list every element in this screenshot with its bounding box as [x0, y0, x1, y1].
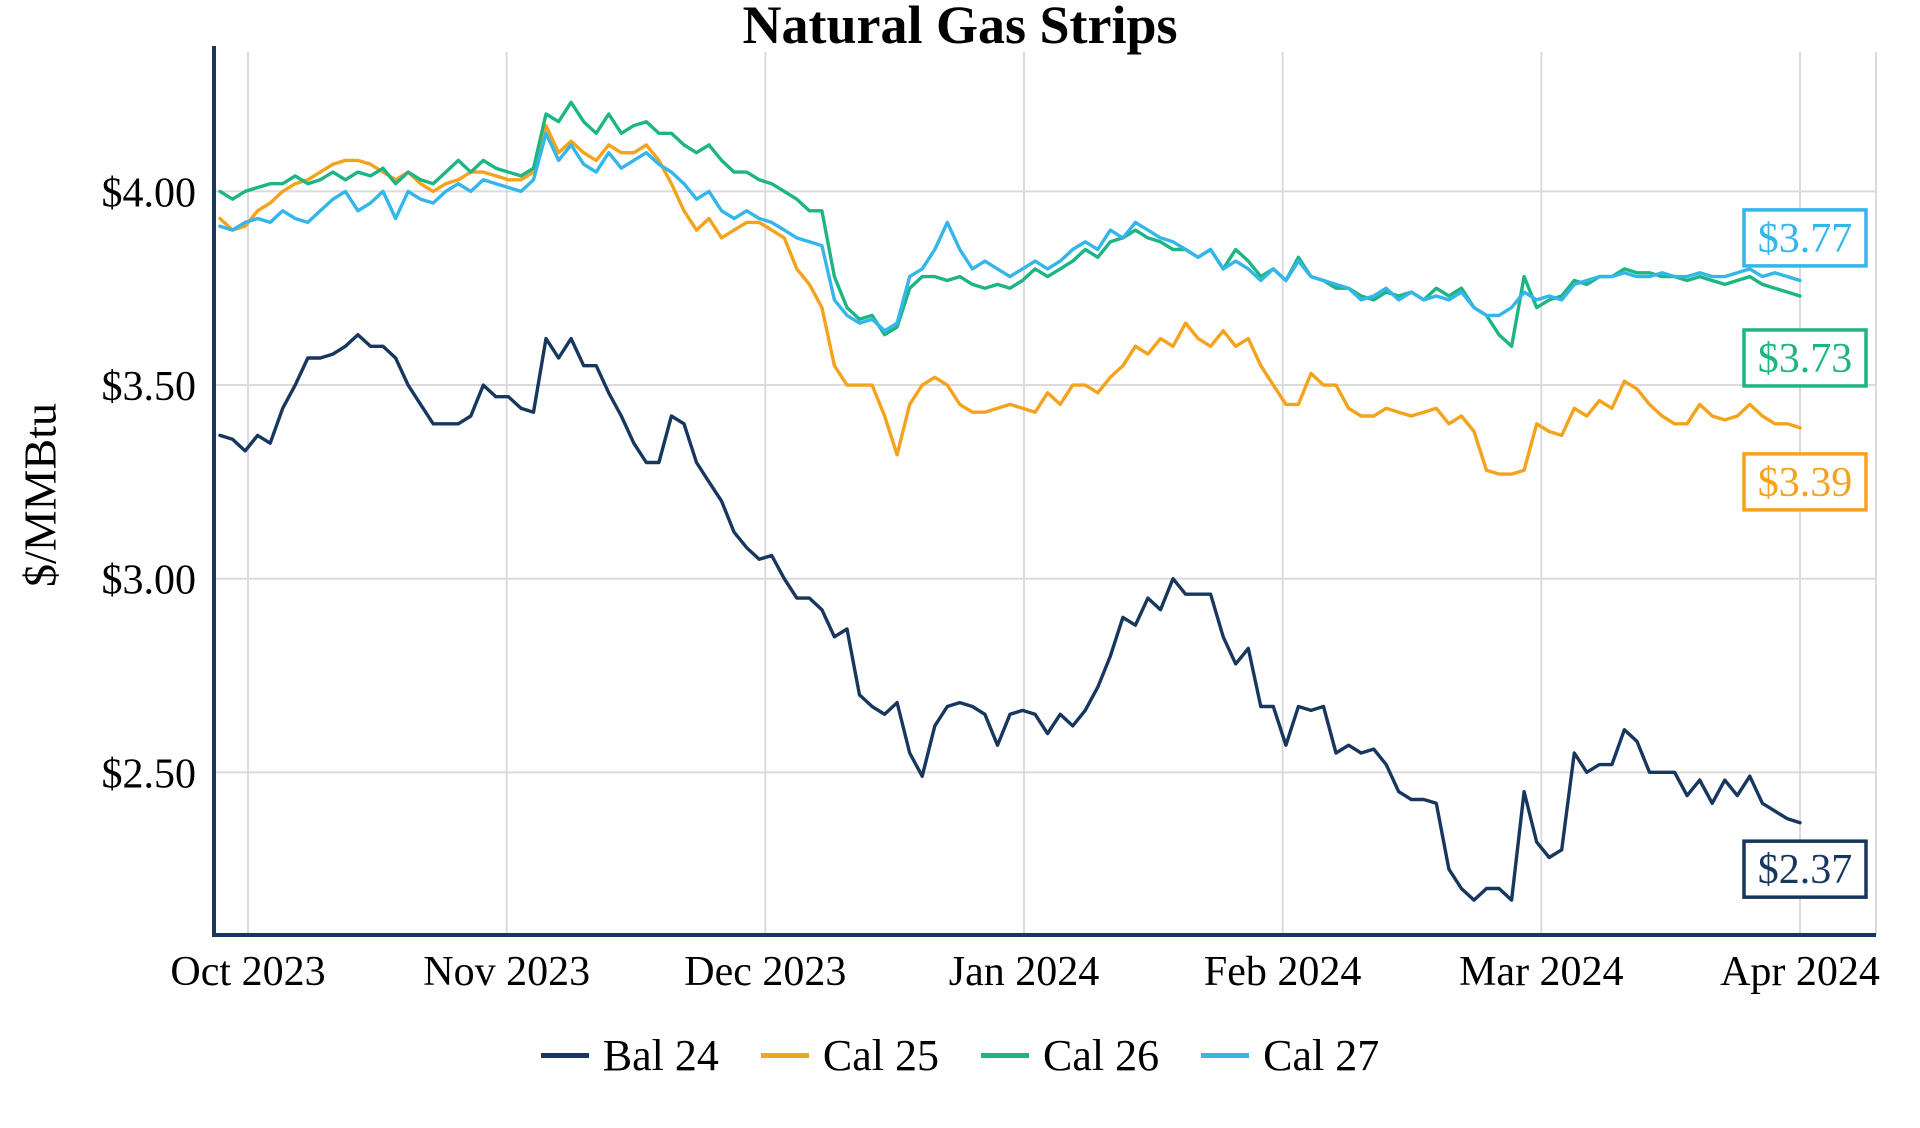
series-line-bal-24 [218, 333, 1802, 902]
legend-item-cal-27: Cal 27 [1201, 1030, 1379, 1081]
legend-swatch-bal-24 [540, 1052, 589, 1058]
y-tick-label: $3.50 [102, 364, 197, 410]
legend: Bal 24 Cal 25 Cal 26 Cal 27 [0, 1025, 1920, 1085]
end-label-text-cal-25: $3.39 [1758, 460, 1853, 506]
plot-area: Oct 2023 Nov 2023 Dec 2023 Jan 2024 Feb 2024… [102, 46, 1880, 995]
series-line-cal-25 [218, 123, 1802, 476]
legend-swatch-cal-26 [981, 1052, 1029, 1058]
series-line-cal-27 [218, 131, 1802, 333]
end-label-box-cal-26 [1742, 328, 1868, 388]
x-tick-label: Jan 2024 [949, 949, 1100, 995]
end-label-text-cal-26: $3.73 [1758, 336, 1853, 382]
y-tick-label: $3.00 [102, 558, 197, 604]
chart-title: Natural Gas Strips [742, 0, 1178, 55]
x-tick-label: Dec 2023 [684, 949, 846, 995]
y-tick-label: $2.50 [102, 751, 197, 797]
x-tick-label: Oct 2023 [170, 949, 325, 995]
legend-swatch-cal-25 [760, 1052, 809, 1058]
x-tick-label: Nov 2023 [423, 949, 590, 995]
legend-item-cal-25: Cal 25 [760, 1030, 939, 1081]
end-label-text-cal-27: $3.77 [1758, 216, 1853, 262]
legend-item-cal-26: Cal 26 [981, 1030, 1159, 1081]
legend-item-bal-24: Bal 24 [540, 1030, 719, 1081]
legend-label-cal-25: Cal 25 [822, 1030, 939, 1080]
legend-label-cal-27: Cal 27 [1263, 1030, 1380, 1080]
end-label-box-bal-24 [1742, 839, 1868, 899]
x-tick-label: Apr 2024 [1720, 949, 1880, 995]
end-label-text-bal-24: $2.37 [1758, 847, 1853, 893]
legend-swatch-cal-27 [1201, 1052, 1250, 1058]
legend-label-bal-24: Bal 24 [602, 1030, 719, 1080]
legend-label-cal-26: Cal 26 [1043, 1030, 1160, 1080]
end-label-box-cal-27 [1742, 208, 1868, 268]
series-line-cal-26 [218, 100, 1802, 348]
end-label-box-cal-25 [1742, 452, 1868, 512]
y-tick-label: $4.00 [102, 170, 197, 216]
x-tick-label: Feb 2024 [1204, 949, 1362, 995]
x-tick-label: Mar 2024 [1459, 949, 1623, 995]
